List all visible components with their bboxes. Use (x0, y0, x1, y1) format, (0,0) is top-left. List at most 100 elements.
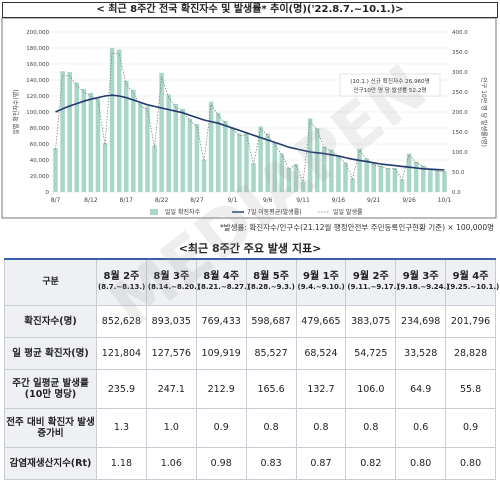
x-tick-label: 8/22 (155, 197, 169, 204)
x-tick-label: 9/21 (367, 197, 381, 204)
bar (109, 48, 115, 192)
left-tick-label: 120,000 (26, 94, 49, 100)
left-tick-label: 20,000 (30, 174, 50, 180)
row-header: 일 평균 확진자(명) (4, 336, 97, 371)
left-tick-label: 60,000 (30, 142, 50, 148)
right-tick-label: 400.0 (452, 30, 468, 36)
legend-label: 7일 이동평균(발생률) (247, 208, 302, 216)
bar (173, 104, 179, 192)
right-tick-label: 300.0 (452, 70, 468, 76)
bar (67, 72, 72, 192)
right-axis-label: 인구 10만 명 당 발생률(명) (480, 77, 488, 147)
table-cell: 479,665 (295, 304, 347, 338)
annotation-box (339, 73, 441, 97)
table-cell: 55.8 (445, 369, 496, 409)
bar (435, 170, 440, 192)
bar (293, 164, 299, 192)
x-tick-label: 9/11 (296, 197, 310, 204)
bar (102, 143, 108, 192)
right-tick-label: 100.0 (452, 150, 468, 156)
table-cell: 1.0 (145, 407, 197, 448)
table-cell: 852,628 (96, 304, 147, 338)
left-tick-label: 80,000 (30, 126, 50, 132)
table-cell: 54,725 (345, 336, 397, 371)
table-cell: 0.87 (295, 446, 347, 480)
moving-average-line (55, 94, 445, 171)
table-cell: 1.18 (96, 446, 147, 480)
right-tick-label: 0.0 (452, 190, 461, 196)
bar (265, 133, 270, 192)
right-tick-label: 200.0 (452, 110, 468, 116)
table-cell: 127,576 (145, 336, 197, 371)
bar (152, 145, 157, 192)
table-cell: 68,524 (295, 336, 347, 371)
table-cell: 247.1 (145, 369, 197, 409)
bar (180, 108, 186, 192)
annotation-text: (10.1.) 신규 확진자수 26,960명 (350, 77, 430, 85)
week-header: 9월 2주 (9.11.~9.17.) (345, 258, 400, 306)
bar (378, 165, 384, 192)
right-tick-label: 150.0 (452, 130, 468, 136)
bar (307, 118, 313, 192)
legend-swatch-bar (150, 209, 158, 215)
bar (244, 132, 249, 192)
bar (138, 103, 143, 192)
table-cell: 0.8 (345, 407, 397, 448)
table-cell: 106.0 (345, 369, 397, 409)
week-header: 9월 4주 (9.25.~10.1.) (445, 258, 499, 306)
legend-label: 일일 확진자수 (165, 208, 201, 216)
bar (399, 179, 405, 192)
table-row: 확진자수(명) 852,628 893,035 769,433 598,687 479,6… (4, 304, 496, 338)
bar (187, 118, 193, 192)
table-cell: 0.80 (395, 446, 447, 480)
left-tick-label: 40,000 (30, 158, 50, 164)
chart-area: 0 20,000 40,000 60,000 80,000 100,000 120,000 1… (1, 18, 497, 219)
table-cell: 598,687 (245, 304, 297, 338)
bar (201, 160, 207, 192)
table-cell: 28,828 (445, 336, 496, 371)
week-header: 8월 4주 (8.21.~8.27.) (195, 258, 250, 306)
right-tick-label: 250.0 (452, 90, 468, 96)
table-cell: 1.3 (96, 407, 147, 448)
bar (258, 126, 263, 192)
stats-table: 구분 8월 2주 (8.7.~8.13.) 8월 3주 (8.14.~8.20.) … (4, 258, 499, 480)
week-header: 9월 1주 (9.4.~9.10.) (295, 258, 347, 306)
table-cell: 0.82 (345, 446, 397, 480)
bar (406, 153, 412, 192)
bar (81, 88, 87, 192)
table-cell: 0.8 (295, 407, 347, 448)
bar (222, 120, 228, 192)
table-cell: 0.98 (195, 446, 247, 480)
table-cell: 109,919 (195, 336, 247, 371)
table-cell: 234,698 (395, 304, 447, 338)
bar (88, 92, 94, 192)
right-tick-label: 350.0 (452, 50, 468, 56)
bar (343, 162, 348, 192)
left-axis-label: 일별 확진자수(명) (12, 89, 20, 134)
annotation-text: 인구10만 명 당 발생률 52.2명 (353, 86, 426, 94)
table-title: <최근 8주간 주요 발생 지표> (178, 242, 322, 255)
table-row: 주간 일평균 발생률(10만 명당) 235.9 247.1 212.9 165.6 13… (4, 369, 496, 409)
daily-rate-line (55, 52, 445, 184)
bar (194, 124, 200, 192)
bar (74, 82, 80, 192)
row-header: 감염재생산지수(Rt) (4, 446, 97, 480)
bar (357, 148, 362, 192)
row-header: 확진자수(명) (4, 304, 97, 338)
x-tick-label: 9/26 (402, 197, 416, 204)
bar (145, 106, 150, 192)
x-tick-label: 9/1 (227, 197, 237, 204)
table-cell: 64.9 (395, 369, 447, 409)
bar (336, 155, 341, 192)
table-cell: 0.6 (395, 407, 447, 448)
bar (251, 163, 256, 192)
table-header-row: 구분 8월 2주 (8.7.~8.13.) 8월 3주 (8.14.~8.20.) … (4, 258, 499, 306)
row-header: 주간 일평균 발생률(10만 명당) (4, 369, 97, 409)
week-header: 8월 5주 (8.28.~9.3.) (245, 258, 297, 306)
left-tick-label: 140,000 (26, 78, 49, 84)
table-row: 일 평균 확진자(명) 121,804 127,576 109,919 85,527 68… (4, 336, 496, 371)
left-tick-label: 100,000 (26, 110, 49, 116)
table-cell: 0.80 (445, 446, 496, 480)
table-cell: 0.9 (195, 407, 247, 448)
bar (442, 171, 447, 192)
